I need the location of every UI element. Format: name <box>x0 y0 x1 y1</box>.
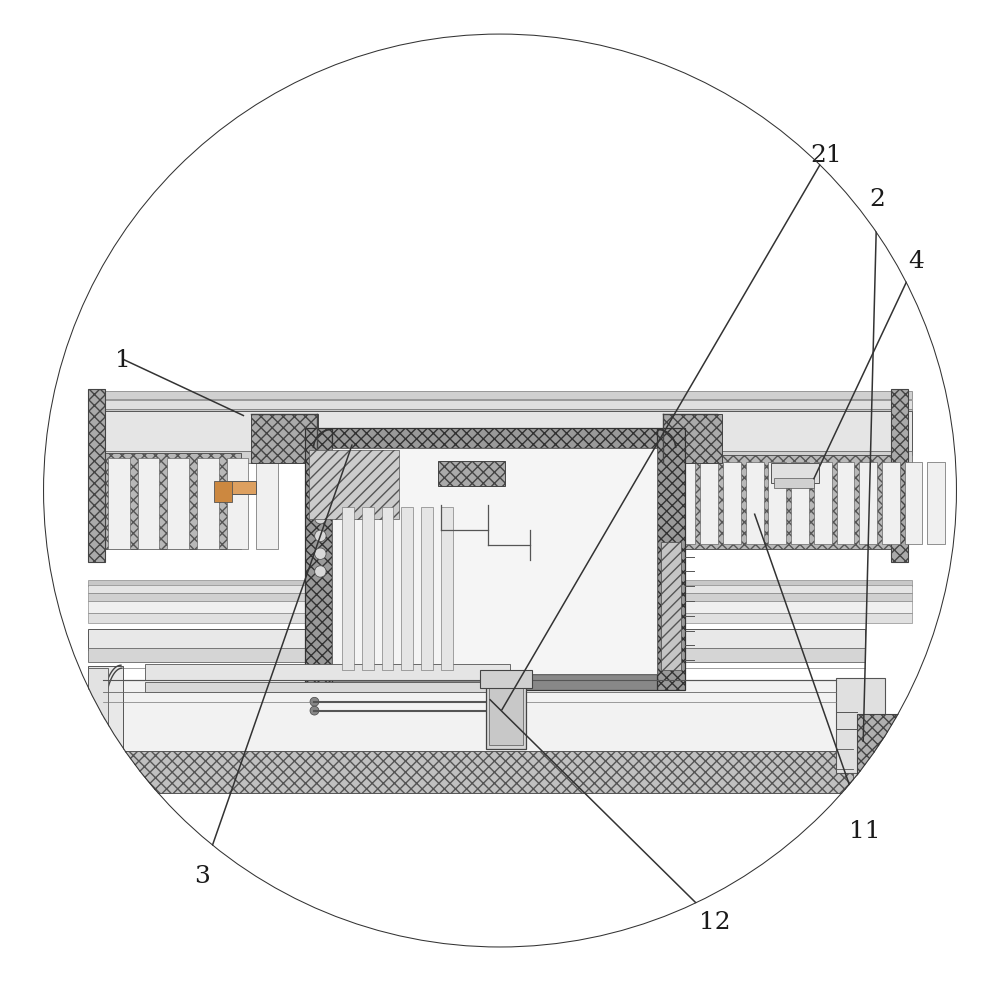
Bar <box>774 478 814 488</box>
Circle shape <box>496 706 504 716</box>
Bar <box>771 463 819 483</box>
Text: 21: 21 <box>810 144 842 168</box>
Bar <box>663 414 722 463</box>
Bar <box>905 462 922 544</box>
Bar <box>332 429 657 449</box>
Bar <box>853 773 888 793</box>
Bar <box>859 462 877 544</box>
Bar <box>836 678 885 773</box>
Bar <box>700 462 718 544</box>
Circle shape <box>315 477 326 489</box>
Bar <box>227 458 248 549</box>
Bar <box>401 508 413 670</box>
Bar <box>480 670 532 688</box>
Circle shape <box>310 706 319 716</box>
Text: 11: 11 <box>849 818 881 842</box>
Bar <box>723 462 741 544</box>
Bar <box>438 461 505 486</box>
Bar <box>421 508 433 670</box>
Bar <box>88 601 912 613</box>
Bar <box>441 508 453 670</box>
Bar <box>103 680 858 764</box>
Bar <box>145 682 510 692</box>
Bar <box>88 391 912 399</box>
Bar <box>108 458 130 549</box>
Bar <box>668 456 905 549</box>
Bar <box>791 462 809 544</box>
Circle shape <box>310 698 319 706</box>
Bar <box>88 400 912 409</box>
Bar <box>88 667 123 773</box>
Bar <box>88 452 912 463</box>
Text: 3: 3 <box>194 864 210 887</box>
Bar <box>486 678 526 749</box>
Bar <box>88 594 912 601</box>
Bar <box>661 542 681 670</box>
Bar <box>857 714 912 809</box>
Bar <box>197 458 219 549</box>
Bar <box>657 429 685 690</box>
Bar <box>891 389 908 562</box>
Bar <box>256 458 278 549</box>
Bar <box>768 462 786 544</box>
Bar <box>88 389 105 562</box>
Text: 4: 4 <box>909 249 924 273</box>
Bar <box>167 458 189 549</box>
Text: 12: 12 <box>699 910 731 934</box>
Bar <box>88 586 912 594</box>
Text: 2: 2 <box>869 187 885 211</box>
Text: 1: 1 <box>115 348 131 372</box>
Bar <box>214 481 232 503</box>
Bar <box>382 508 393 670</box>
Bar <box>138 458 159 549</box>
Circle shape <box>315 530 326 542</box>
Bar <box>814 462 832 544</box>
Bar <box>88 613 912 623</box>
Bar <box>332 674 657 690</box>
Bar <box>88 409 912 416</box>
Bar <box>305 429 332 690</box>
Bar <box>219 481 256 495</box>
Bar <box>746 462 764 544</box>
Circle shape <box>315 566 326 578</box>
Bar <box>362 508 374 670</box>
Circle shape <box>315 548 326 560</box>
Bar <box>103 751 858 793</box>
Bar <box>882 462 900 544</box>
Bar <box>88 411 912 456</box>
Bar <box>88 649 865 663</box>
Bar <box>88 669 108 771</box>
Bar <box>342 508 354 670</box>
Bar <box>837 462 854 544</box>
Circle shape <box>315 495 326 507</box>
Bar <box>145 665 510 680</box>
Bar <box>251 414 318 463</box>
Bar <box>927 462 945 544</box>
Bar <box>309 451 399 520</box>
Bar <box>332 449 657 674</box>
Circle shape <box>496 698 504 706</box>
Bar <box>489 682 523 745</box>
Bar <box>88 629 865 651</box>
Bar <box>88 454 241 549</box>
Bar <box>678 462 695 544</box>
Bar <box>88 581 912 587</box>
Circle shape <box>315 513 326 525</box>
